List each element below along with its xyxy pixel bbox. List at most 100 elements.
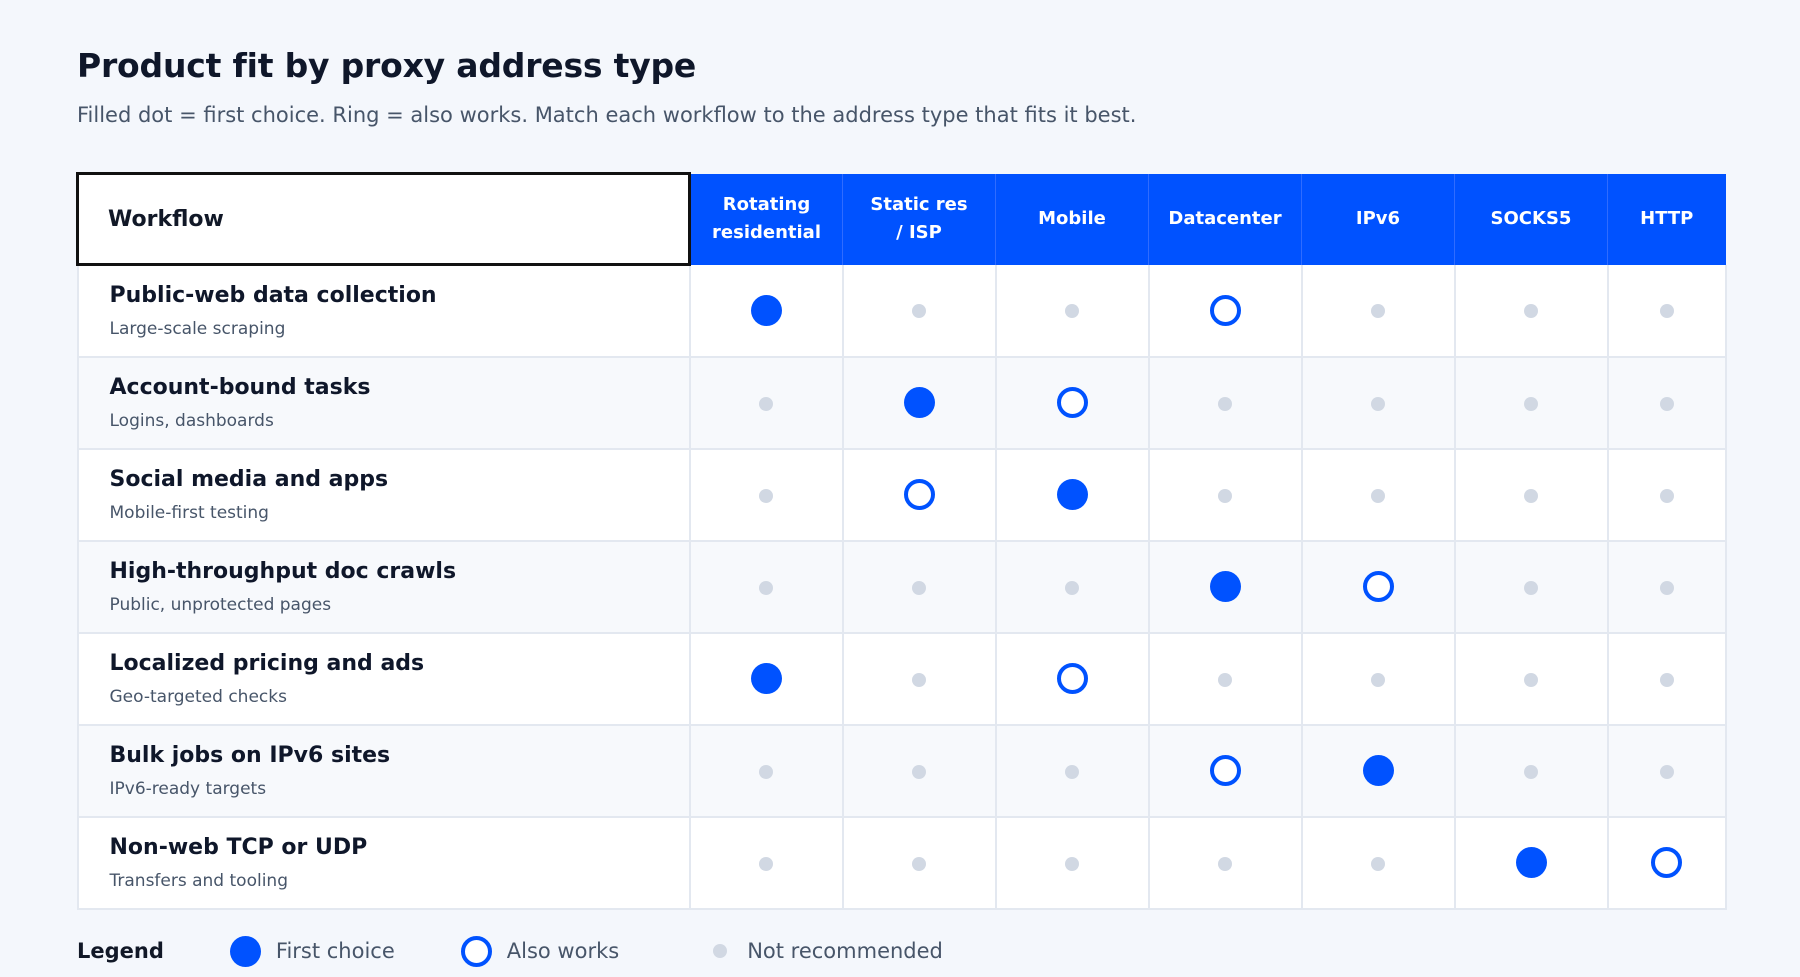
workflow-cell: Localized pricing and ads Geo-targeted ch…	[76, 632, 690, 726]
workflow-header: Workflow	[76, 172, 691, 266]
small-dot-icon	[1218, 672, 1232, 687]
fit-cell	[994, 816, 1149, 910]
fit-cell	[1453, 632, 1608, 726]
column-header-line: Rotating	[722, 194, 811, 215]
fit-cell	[1147, 264, 1302, 358]
fit-cell	[994, 724, 1149, 818]
ring-icon	[1209, 294, 1241, 326]
ring-icon	[1651, 847, 1682, 878]
fit-cell	[1453, 540, 1608, 634]
workflow-title: Public-web data collection	[109, 282, 437, 308]
workflow-cell: Social media and apps Mobile-first testin…	[76, 448, 690, 542]
table-row: Non-web TCP or UDP Transfers and tooling	[76, 816, 1727, 910]
fit-cell	[994, 264, 1149, 358]
column-header-line: SOCKS5	[1490, 208, 1572, 229]
fit-cell	[1606, 540, 1727, 634]
fit-cell	[688, 724, 843, 818]
workflow-cell: Bulk jobs on IPv6 sites IPv6-ready target…	[76, 724, 690, 818]
small-dot-icon	[1065, 304, 1079, 318]
workflow-title: Social media and apps	[109, 466, 389, 492]
workflow-cell: Public-web data collection Large-scale sc…	[76, 264, 690, 358]
legend-item-first-choice: First choice	[229, 935, 395, 967]
page-subtitle: Filled dot = first choice. Ring = also w…	[77, 103, 1137, 127]
small-dot-icon	[1065, 764, 1079, 779]
fit-cell	[688, 356, 843, 450]
fit-cell	[841, 264, 996, 358]
fit-cell	[688, 540, 843, 634]
fit-cell	[841, 816, 996, 910]
small-dot-icon	[1371, 672, 1385, 687]
table-row: Bulk jobs on IPv6 sites IPv6-ready target…	[76, 724, 1727, 818]
filled-dot-icon	[1362, 755, 1394, 786]
small-dot-icon	[1371, 304, 1385, 318]
table-body: Public-web data collection Large-scale sc…	[76, 264, 1727, 910]
small-dot-icon	[1065, 580, 1079, 595]
legend-label: Also works	[506, 939, 620, 963]
fit-cell	[1147, 448, 1302, 542]
fit-cell	[1453, 356, 1608, 450]
legend-title: Legend	[77, 939, 164, 963]
small-dot-icon	[1065, 856, 1079, 871]
fit-cell	[841, 540, 996, 634]
fit-cell	[688, 816, 843, 910]
small-dot-icon	[1524, 488, 1538, 503]
fit-cell	[1147, 540, 1302, 634]
fit-cell	[1453, 816, 1608, 910]
workflow-title: Localized pricing and ads	[109, 650, 425, 676]
small-dot-icon	[1524, 580, 1538, 595]
fit-cell	[994, 356, 1149, 450]
fit-cell	[1300, 356, 1455, 450]
column-header: Static res / ISP	[842, 173, 996, 265]
workflow-cell: Non-web TCP or UDP Transfers and tooling	[76, 816, 690, 910]
fit-cell	[1300, 816, 1455, 910]
fit-cell	[1300, 632, 1455, 726]
fit-cell	[1606, 264, 1727, 358]
small-dot-icon	[759, 396, 773, 411]
column-header: HTTP	[1607, 173, 1726, 265]
ring-icon	[1209, 755, 1241, 786]
column-header: Datacenter	[1148, 173, 1302, 265]
small-dot-icon	[912, 672, 926, 687]
fit-cell	[688, 632, 843, 726]
small-dot-icon	[1218, 396, 1232, 411]
filled-dot-icon	[750, 294, 782, 326]
ring-icon	[460, 935, 492, 967]
fit-cell	[1606, 356, 1727, 450]
filled-dot-icon	[1056, 479, 1088, 510]
fit-cell	[1453, 448, 1608, 542]
small-dot-icon	[912, 856, 926, 871]
legend: Legend First choice Also works Not recom…	[77, 935, 943, 967]
filled-dot-icon	[229, 935, 261, 967]
workflow-description: Transfers and tooling	[109, 870, 288, 891]
column-header: Mobile	[995, 173, 1149, 265]
workflow-title: High-throughput doc crawls	[109, 558, 457, 584]
table-row: Social media and apps Mobile-first testin…	[76, 448, 1727, 542]
small-dot-icon	[1371, 488, 1385, 503]
small-dot-icon	[1659, 396, 1674, 411]
filled-dot-icon	[750, 663, 782, 694]
workflow-description: Geo-targeted checks	[109, 686, 287, 707]
column-header-line: / ISP	[896, 222, 942, 243]
column-header-line: HTTP	[1640, 208, 1694, 229]
fit-cell	[841, 448, 996, 542]
fit-cell	[841, 724, 996, 818]
fit-cell	[1606, 724, 1727, 818]
small-dot-icon	[1659, 580, 1674, 595]
fit-cell	[841, 632, 996, 726]
fit-cell	[1147, 724, 1302, 818]
fit-cell	[1300, 264, 1455, 358]
column-header: IPv6	[1301, 173, 1455, 265]
fit-cell	[1147, 356, 1302, 450]
small-dot-icon	[1524, 304, 1538, 318]
legend-item-not-recommended: Not recommended	[713, 939, 943, 963]
fit-cell	[1453, 264, 1608, 358]
workflow-title: Non-web TCP or UDP	[109, 834, 368, 860]
ring-icon	[1056, 387, 1088, 418]
small-dot-icon	[1524, 764, 1538, 779]
small-dot-icon	[1659, 488, 1674, 503]
small-dot-icon	[1659, 764, 1674, 779]
fit-matrix-table: Workflow Rotating residential Static res /…	[76, 172, 1727, 910]
legend-label: Not recommended	[747, 939, 943, 963]
table-row: Localized pricing and ads Geo-targeted ch…	[76, 632, 1727, 726]
filled-dot-icon	[1209, 571, 1241, 602]
